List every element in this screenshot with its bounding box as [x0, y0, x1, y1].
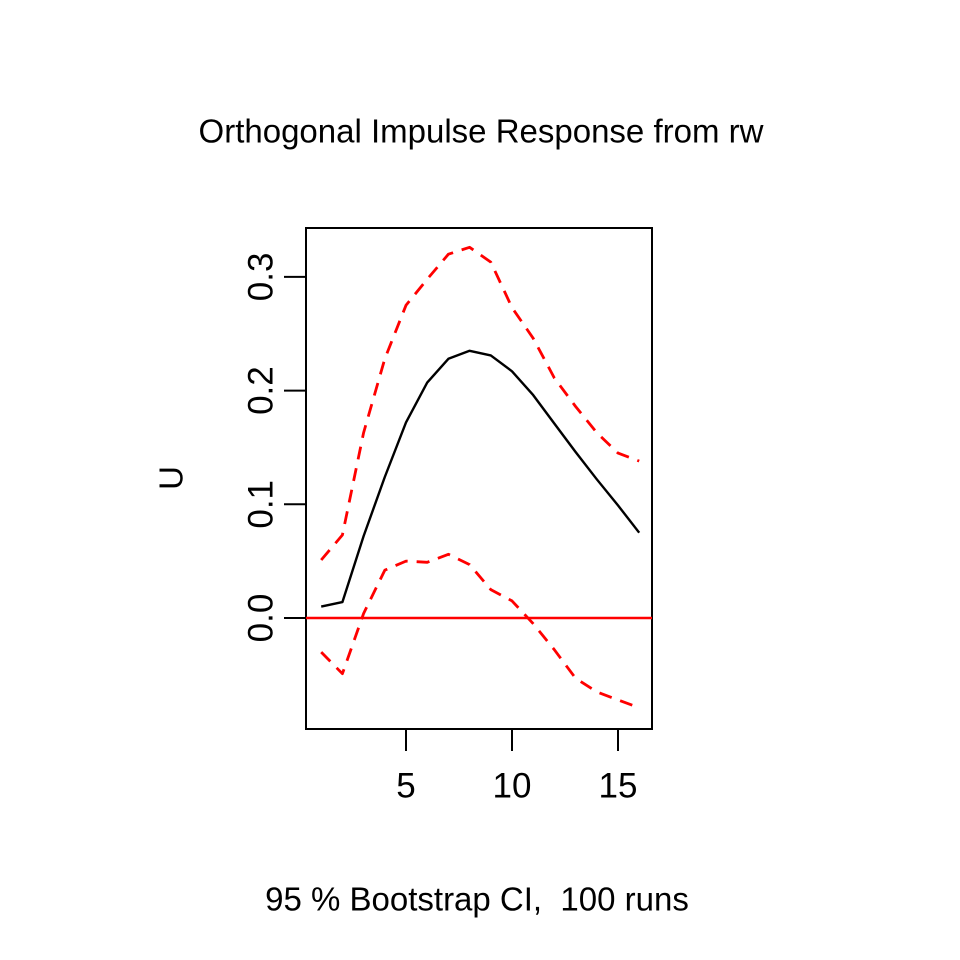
x-axis-tick-label: 10 — [493, 767, 532, 806]
y-axis-tick-label: 0.3 — [242, 253, 281, 302]
x-axis-tick-label: 5 — [396, 767, 415, 806]
y-axis: 0.0 0.1 0.2 0.3 — [242, 253, 306, 643]
y-axis-tick-label: 0.1 — [242, 480, 281, 529]
y-axis-tick-label: 0.2 — [242, 366, 281, 415]
chart-title: Orthogonal Impulse Response from rw — [199, 113, 764, 150]
x-axis: 5 10 15 — [396, 729, 637, 806]
plot-box — [305, 227, 653, 730]
y-axis-label: U — [153, 466, 190, 490]
bootstrap-caption: 95 % Bootstrap CI, 100 runs — [265, 881, 689, 918]
lower-ci-line — [320, 552, 640, 710]
irf-line — [320, 349, 641, 608]
upper-ci-line — [320, 245, 640, 561]
x-axis-tick-label: 15 — [599, 767, 638, 806]
y-axis-tick-label: 0.0 — [242, 594, 281, 643]
